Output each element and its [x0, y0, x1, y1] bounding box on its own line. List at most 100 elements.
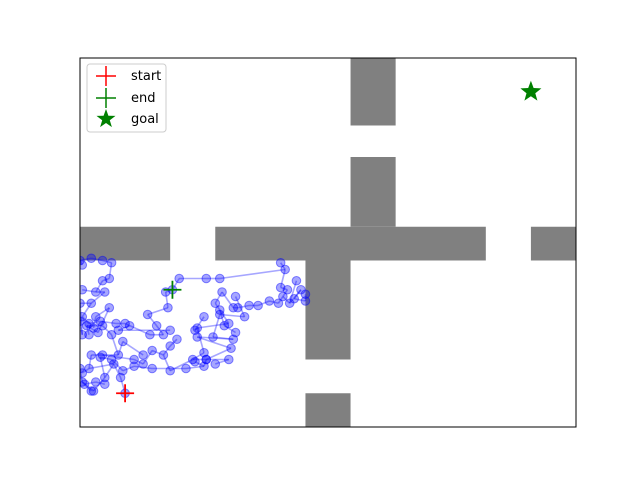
tree-edge-81: [100, 356, 112, 361]
tree-edge-107: [194, 327, 198, 331]
legend-start-label: start: [131, 69, 161, 84]
tree-edge-25: [223, 325, 236, 334]
obstacle-2: [530, 226, 576, 261]
tree-edge-20: [192, 352, 205, 361]
tree-edge-14: [162, 354, 171, 372]
tree-node-51: [163, 302, 173, 313]
tree-node-68: [97, 255, 108, 266]
tree-node-32: [253, 300, 263, 311]
tree-edge-9: [117, 341, 124, 356]
tree-edge-104: [92, 316, 97, 329]
tree-node-90: [224, 354, 234, 365]
tree-edge-4: [88, 363, 114, 370]
tree-node-77: [80, 379, 90, 390]
tree-node-7: [86, 350, 97, 360]
tree-node-82: [106, 354, 117, 365]
tree-node-80: [86, 386, 97, 396]
tree-edge-1: [113, 363, 122, 378]
tree-edge-97: [110, 334, 120, 356]
tree-node-89: [190, 356, 200, 367]
tree-node-91: [210, 359, 221, 369]
goal-star-icon: [520, 80, 542, 101]
tree-edge-13: [151, 349, 164, 356]
tree-node-28: [217, 287, 227, 297]
tree-edge-66: [108, 262, 113, 279]
tree-edge-19: [205, 347, 232, 361]
tree-node-99: [97, 320, 108, 331]
tree-node-11: [129, 354, 139, 365]
tree-edge-78: [95, 381, 105, 386]
tree-edge-76: [81, 381, 86, 385]
tree-edge-103: [95, 307, 110, 318]
tree-edge-52: [147, 313, 158, 327]
tree-node-107: [113, 325, 124, 336]
tree-edge-68: [91, 257, 103, 262]
tree-edge-44: [279, 262, 286, 270]
tree-edge-93: [212, 336, 234, 341]
tree-node-35: [278, 291, 288, 302]
tree-node-61: [86, 298, 97, 309]
tree-node-85: [147, 363, 157, 374]
tree-node-34: [273, 298, 284, 309]
tree-node-31: [244, 300, 254, 311]
tree-edge-87: [203, 359, 208, 367]
tree-edge-28: [221, 291, 234, 309]
tree-edge-82: [110, 358, 124, 372]
tree-node-73: [80, 329, 88, 340]
tree-edge-108: [194, 316, 205, 331]
tree-edge-64: [95, 280, 104, 293]
tree-node-96: [239, 311, 250, 322]
tree-node-106: [124, 320, 135, 331]
tree-node-65: [97, 275, 108, 286]
tree-edge-33: [269, 300, 279, 305]
tree-node-39: [275, 282, 286, 293]
tree-node-46: [214, 273, 225, 284]
tree-node-22: [192, 323, 203, 333]
tree-node-21: [199, 347, 209, 358]
tree-edge-30: [237, 304, 250, 309]
tree-edge-57: [100, 320, 117, 325]
tree-edge-32: [257, 300, 270, 307]
tree-edge-59: [81, 316, 90, 325]
markers-layer: [116, 80, 542, 403]
tree-edge-102: [97, 307, 111, 333]
tree-node-53: [151, 320, 162, 331]
obstacle-0: [80, 226, 171, 261]
tree-edge-2: [104, 363, 115, 378]
tree-node-41: [289, 293, 299, 304]
tree-edge-77: [84, 381, 96, 386]
tree-node-44: [280, 264, 290, 275]
tree-node-55: [145, 329, 155, 340]
tree-node-108: [138, 350, 148, 360]
tree-edges-layer: [80, 257, 307, 394]
tree-edge-21: [196, 327, 205, 353]
tree-node-43: [300, 289, 311, 300]
tree-node-75: [80, 377, 88, 387]
tree-node-15: [165, 365, 175, 376]
tree-edge-94: [212, 314, 221, 338]
obstacle-3: [350, 58, 396, 126]
tree-edge-38: [280, 286, 288, 291]
tree-node-27: [210, 298, 221, 309]
tree-edge-27: [214, 291, 223, 304]
obstacle-1: [215, 226, 486, 261]
tree-edge-36: [288, 280, 298, 304]
tree-edge-91: [196, 336, 232, 350]
tree-edge-37: [282, 289, 289, 297]
tree-node-13: [147, 345, 157, 356]
tree-node-3: [100, 372, 110, 383]
tree-edge-10: [102, 354, 135, 361]
tree-node-9: [113, 350, 124, 360]
tree-node-100: [81, 320, 92, 331]
legend-goal-label: goal: [131, 112, 159, 127]
tree-node-72: [80, 298, 85, 309]
tree-node-30: [233, 302, 243, 313]
tree-node-6: [80, 368, 88, 378]
tree-node-56: [120, 318, 130, 329]
tree-node-64: [80, 284, 88, 295]
tree-node-33: [264, 296, 275, 306]
tree-node-10: [118, 336, 128, 347]
tree-node-29: [228, 302, 239, 313]
tree-edge-60: [81, 302, 92, 318]
tree-node-25: [219, 320, 230, 331]
